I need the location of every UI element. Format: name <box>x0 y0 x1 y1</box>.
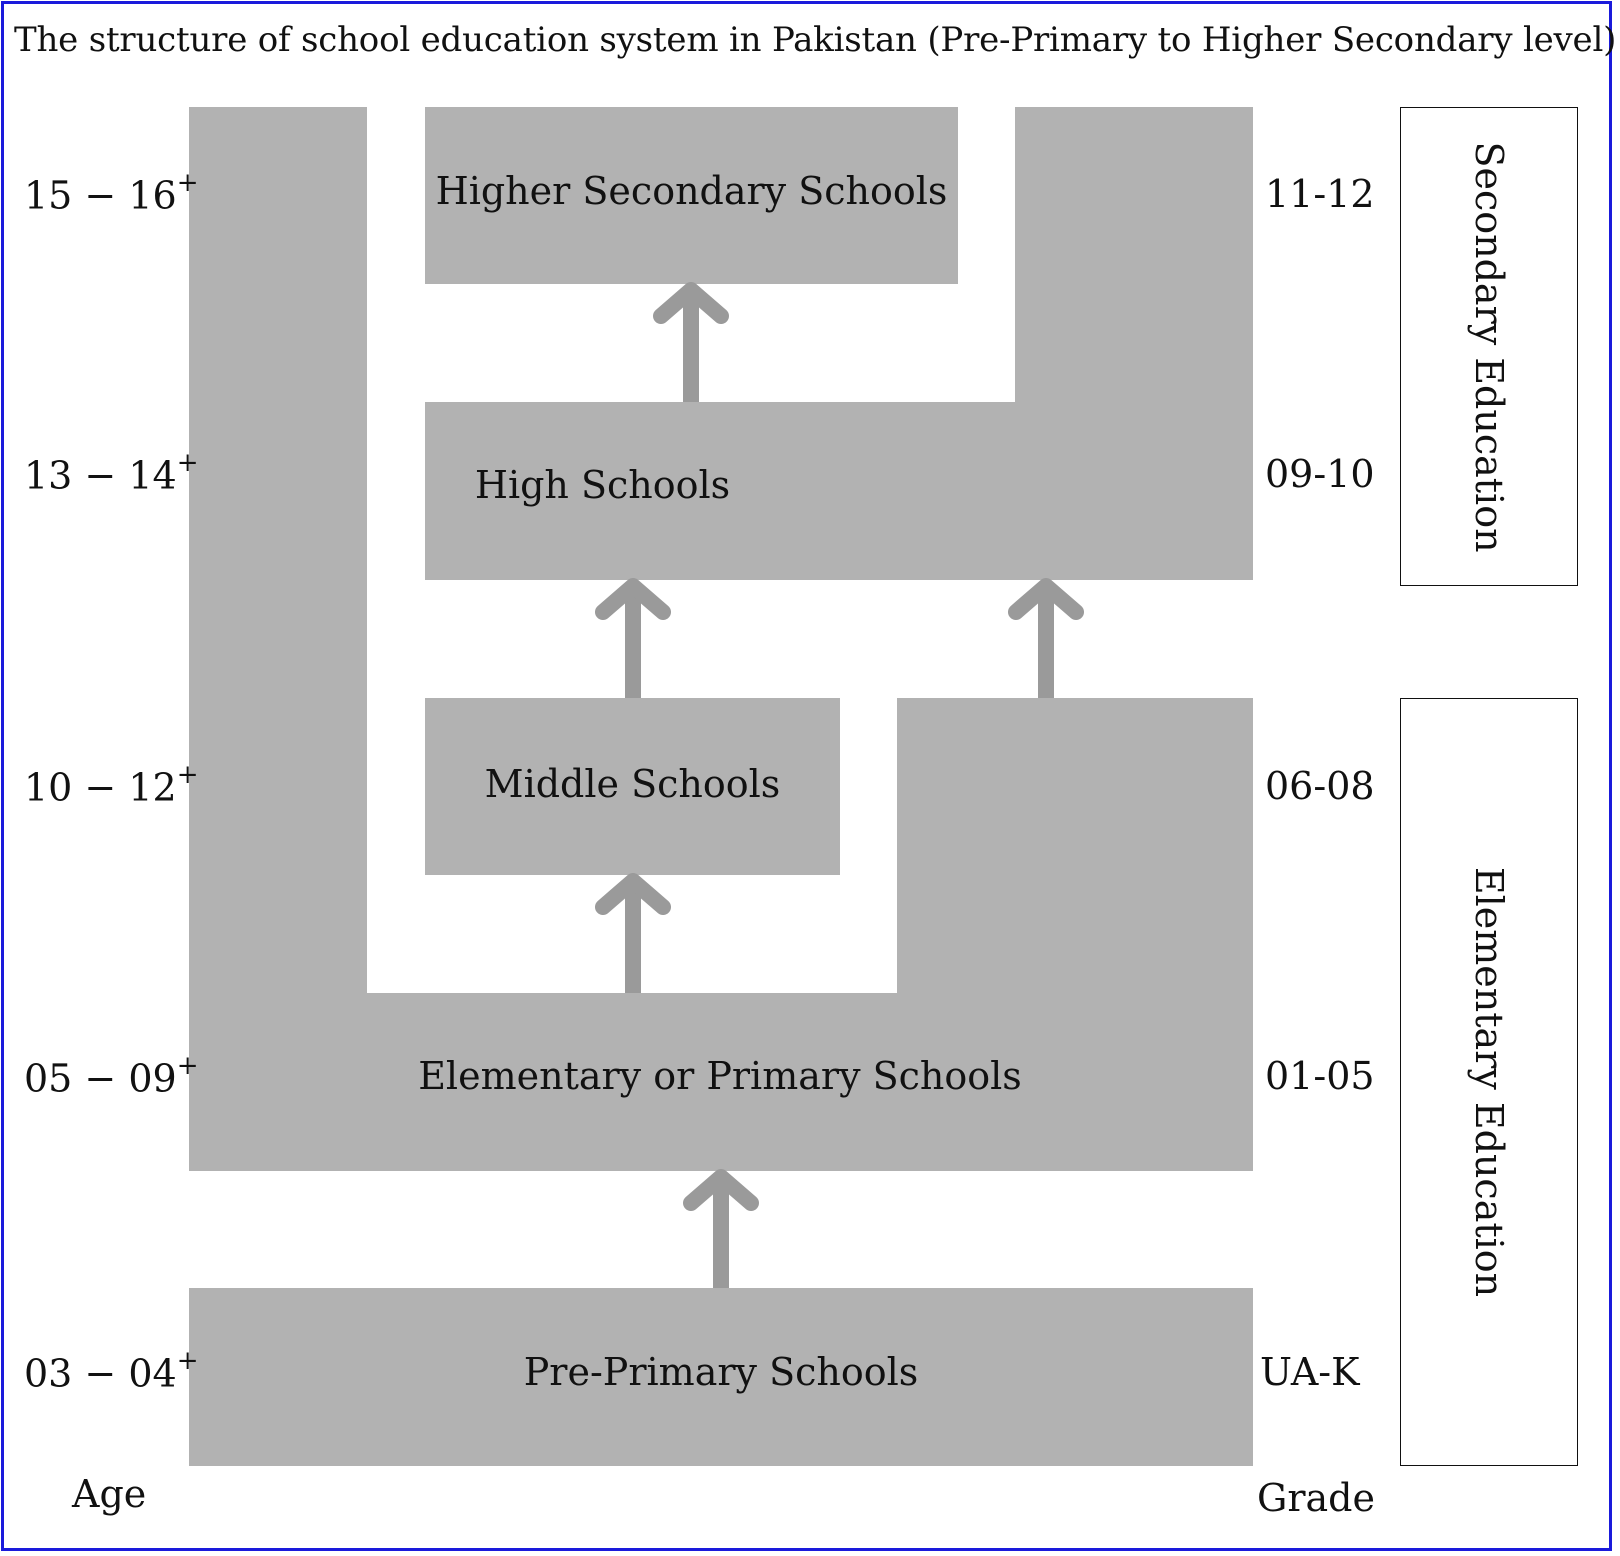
middle-schools-label: Middle Schools <box>484 762 781 806</box>
higher-secondary-block-shape <box>425 107 958 284</box>
age-range-05-09: 05 − 09+ <box>24 1051 199 1101</box>
arrow-high-to-higher-secondary <box>653 282 729 402</box>
grade-06-08: 06-08 <box>1265 764 1375 808</box>
age-range-15-16: 15 − 16+ <box>24 168 199 218</box>
pre-primary-block-shape <box>189 1288 1253 1466</box>
diagram-title: The structure of school education system… <box>14 20 1617 60</box>
arrow-middle-to-high <box>595 578 671 698</box>
arrow-elementary-to-high <box>1008 578 1084 698</box>
age-range-03-04: 03 − 04+ <box>24 1346 199 1396</box>
secondary-education-box: Secondary Education <box>1400 107 1578 586</box>
higher-secondary-schools-label: Higher Secondary Schools <box>435 169 948 213</box>
elementary-schools-label: Elementary or Primary Schools <box>418 1054 1022 1098</box>
secondary-education-label: Secondary Education <box>1467 140 1511 553</box>
arrow-pre-primary-to-elementary <box>683 1169 759 1288</box>
age-range-13-14: 13 − 14+ <box>24 448 199 498</box>
grade-09-10: 09-10 <box>1265 452 1375 496</box>
pre-primary-schools-label: Pre-Primary Schools <box>523 1350 919 1394</box>
high-block-shape <box>425 107 1253 580</box>
elementary-education-box: Elementary Education <box>1400 698 1578 1466</box>
high-schools-label: High Schools <box>474 463 731 507</box>
elementary-education-label: Elementary Education <box>1467 866 1511 1298</box>
elementary-block-shape <box>189 107 1253 1171</box>
arrow-elementary-to-middle <box>595 873 671 993</box>
age-range-10-12: 10 − 12+ <box>24 760 199 810</box>
age-axis-label: Age <box>72 1472 147 1516</box>
grade-01-05: 01-05 <box>1265 1054 1375 1098</box>
grade-11-12: 11-12 <box>1265 172 1375 216</box>
grade-ua-k: UA-K <box>1260 1350 1360 1394</box>
grade-axis-label: Grade <box>1257 1476 1375 1520</box>
middle-block-shape <box>425 698 840 875</box>
